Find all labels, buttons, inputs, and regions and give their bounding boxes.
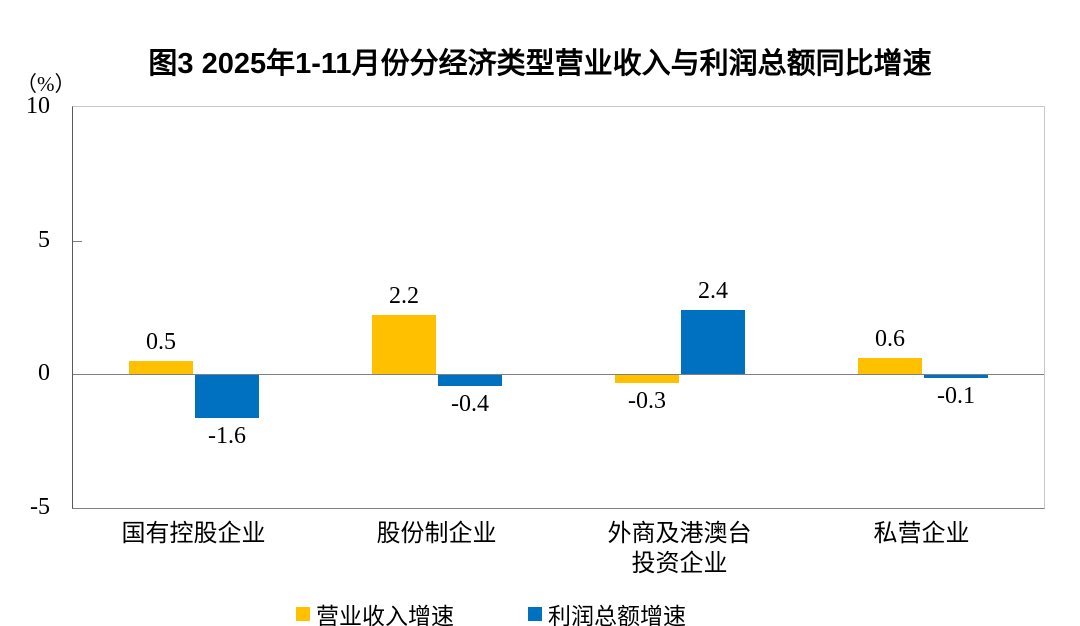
legend-swatch-profit-icon bbox=[528, 607, 542, 621]
y-axis-tick-label: 5 bbox=[38, 227, 50, 253]
bar-series0-group3 bbox=[858, 358, 922, 374]
bar-series1-group3 bbox=[924, 375, 988, 378]
x-axis-label: 私营企业 bbox=[873, 521, 970, 547]
y-axis-tick-label: 10 bbox=[26, 93, 50, 119]
data-label: -1.6 bbox=[208, 423, 246, 449]
x-axis-label: 外商及港澳台 投资企业 bbox=[607, 521, 752, 577]
legend-label-revenue: 营业收入增速 bbox=[316, 604, 454, 626]
y-axis-minor-tick bbox=[73, 241, 82, 242]
x-axis-label: 国有控股企业 bbox=[121, 521, 266, 547]
y-axis-tick-label: 0 bbox=[38, 360, 50, 386]
bar-series1-group2 bbox=[681, 310, 745, 374]
chart-title: 图3 2025年1-11月份分经济类型营业收入与利润总额同比增速 bbox=[148, 48, 932, 80]
bar-series0-group2 bbox=[615, 375, 679, 383]
data-label: -0.3 bbox=[628, 388, 666, 414]
data-label: 2.4 bbox=[698, 278, 728, 304]
bar-series1-group0 bbox=[195, 375, 259, 418]
legend-label-profit: 利润总额增速 bbox=[548, 604, 686, 626]
data-label: -0.1 bbox=[937, 383, 975, 409]
data-label: 0.5 bbox=[146, 329, 176, 355]
x-axis-label: 股份制企业 bbox=[376, 521, 497, 547]
data-label: 2.2 bbox=[389, 283, 419, 309]
bar-series0-group0 bbox=[129, 361, 193, 374]
legend-item-revenue: 营业收入增速 bbox=[296, 597, 454, 626]
data-label: -0.4 bbox=[451, 391, 489, 417]
bar-series0-group1 bbox=[372, 315, 436, 374]
plot-area: 0.5 -1.6 2.2 -0.4 -0.3 2.4 0.6 -0.1 bbox=[72, 106, 1045, 509]
legend-item-profit: 利润总额增速 bbox=[528, 597, 686, 626]
legend-swatch-revenue-icon bbox=[296, 607, 310, 621]
y-axis-unit-label: （%） bbox=[16, 72, 76, 96]
data-label: 0.6 bbox=[875, 326, 905, 352]
bar-series1-group1 bbox=[438, 375, 502, 386]
zero-gridline bbox=[73, 374, 1044, 375]
y-axis-tick-label: -5 bbox=[30, 494, 50, 520]
